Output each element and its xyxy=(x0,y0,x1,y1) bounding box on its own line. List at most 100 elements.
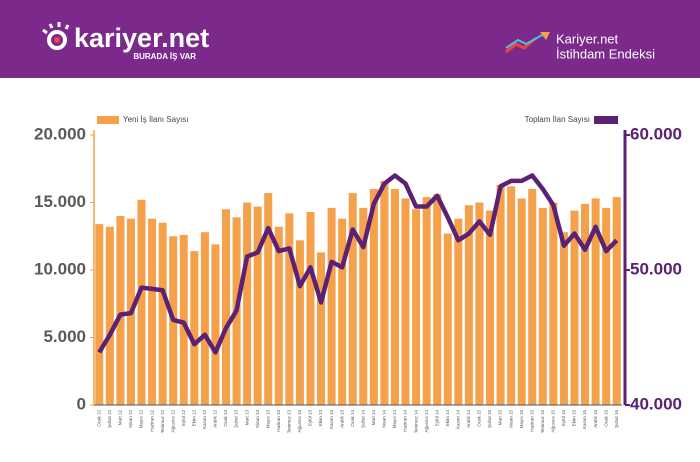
brand: kariyer.net xyxy=(74,23,209,53)
x-tick-label: Şubat 12 xyxy=(107,410,112,429)
x-tick-label: Kasım 13 xyxy=(329,410,334,430)
x-tick-label: Mart 13 xyxy=(244,410,249,426)
x-tick-label: Mayıs 13 xyxy=(265,410,270,429)
x-tick-label: Mart 15 xyxy=(498,410,503,426)
x-tick-label: Temmuz 14 xyxy=(413,410,418,434)
bar xyxy=(380,180,389,405)
x-tick-label: Ocak 15 xyxy=(477,410,482,427)
bar xyxy=(422,197,431,405)
x-tick-label: Mayıs 14 xyxy=(392,410,397,429)
bar xyxy=(507,186,516,405)
bar xyxy=(369,189,378,405)
bar xyxy=(105,226,114,405)
bar xyxy=(148,218,157,405)
x-tick-label: Aralık 13 xyxy=(339,410,344,428)
bar xyxy=(433,194,442,405)
bar xyxy=(390,189,399,405)
line xyxy=(97,173,619,355)
x-tick-label: Ekim 12 xyxy=(192,410,197,427)
bar xyxy=(137,199,146,405)
x-tick-label: Şubat 16 xyxy=(614,410,619,429)
x-tick-label: Haziran 13 xyxy=(276,410,281,432)
bar xyxy=(454,218,463,405)
header-band xyxy=(0,0,700,78)
y-tick-label: 20.000 xyxy=(34,124,86,143)
bar xyxy=(475,202,484,405)
x-tick-label: Şubat 13 xyxy=(234,410,239,429)
x-tick-label: Ağustos 13 xyxy=(297,410,302,433)
legend-swatch xyxy=(97,116,119,124)
x-tick-label: Nisan 13 xyxy=(255,410,260,428)
x-tick-label: Mayıs 15 xyxy=(519,410,524,429)
x-tick-label: Ocak 13 xyxy=(223,410,228,427)
bar xyxy=(295,240,304,405)
x-tick-label: Şubat 14 xyxy=(360,410,365,429)
slogan: BURADA İŞ VAR xyxy=(133,52,196,61)
y-tick-label: 15.000 xyxy=(34,192,86,211)
x-tick-label: Ocak 12 xyxy=(96,410,101,427)
bar xyxy=(348,193,357,405)
bar xyxy=(253,206,262,405)
bar xyxy=(591,198,600,405)
x-tick-label: Ekim 13 xyxy=(318,410,323,427)
bar xyxy=(221,209,231,405)
bar xyxy=(116,216,125,405)
bar xyxy=(179,234,188,405)
bar xyxy=(243,202,252,405)
x-tick-label: Ekim 14 xyxy=(445,410,450,427)
bar xyxy=(211,244,220,405)
bar xyxy=(359,207,368,405)
x-tick-label: Ocak 14 xyxy=(350,410,355,427)
legend-label: Toplam İlan Sayısı xyxy=(525,115,590,124)
x-tick-label: Temmuz 12 xyxy=(160,410,165,434)
bar xyxy=(306,211,315,405)
x-tick-label: Temmuz 13 xyxy=(287,410,292,434)
bar xyxy=(285,213,294,405)
bar xyxy=(158,222,167,405)
bar xyxy=(612,197,621,405)
bar xyxy=(401,198,410,405)
bar xyxy=(528,189,537,405)
y2-tick-label: 50.000 xyxy=(630,259,682,278)
bar xyxy=(274,226,283,405)
bar xyxy=(264,193,273,405)
y-tick-label: 5.000 xyxy=(43,327,86,346)
x-tick-label: Aralık 14 xyxy=(466,410,471,428)
x-tick-label: Mart 14 xyxy=(371,410,376,426)
bar xyxy=(496,184,505,405)
x-tick-label: Aralık 12 xyxy=(213,410,218,428)
bar xyxy=(549,202,558,405)
bar xyxy=(485,210,495,405)
x-tick-label: Eylül 15 xyxy=(561,410,566,427)
x-tick-label: Şubat 15 xyxy=(487,410,492,429)
x-tick-label: Haziran 15 xyxy=(529,410,534,432)
legend-swatch xyxy=(594,116,618,124)
x-tick-label: Mayıs 12 xyxy=(139,410,144,429)
y-tick-label: 10.000 xyxy=(34,259,86,278)
bar xyxy=(602,207,611,405)
y2-tick-label: 40.000 xyxy=(630,394,682,413)
bar xyxy=(443,233,452,405)
x-tick-label: Ağustos 12 xyxy=(170,410,175,433)
x-tick-label: Nisan 15 xyxy=(508,410,513,428)
bar xyxy=(412,209,421,405)
x-tick-label: Haziran 14 xyxy=(403,410,408,432)
bar xyxy=(327,207,336,405)
bar xyxy=(559,232,568,405)
bar xyxy=(95,224,104,405)
x-tick-label: Ağustos 15 xyxy=(551,410,556,433)
bar xyxy=(581,203,590,405)
x-tick-label: Ocak 16 xyxy=(603,410,608,427)
logo-icon xyxy=(42,22,70,50)
x-tick-label: Kasım 14 xyxy=(456,410,461,430)
x-tick-label: Nisan 14 xyxy=(382,410,387,428)
index-icon xyxy=(505,32,550,54)
x-tick-label: Kasım 15 xyxy=(582,410,587,430)
x-tick-label: Eylül 14 xyxy=(434,410,439,427)
x-tick-label: Eylül 12 xyxy=(181,410,186,427)
bar xyxy=(570,210,579,405)
x-tick-label: Mart 12 xyxy=(118,410,123,426)
legend-label: Yeni İş İlanı Sayısı xyxy=(123,115,189,124)
